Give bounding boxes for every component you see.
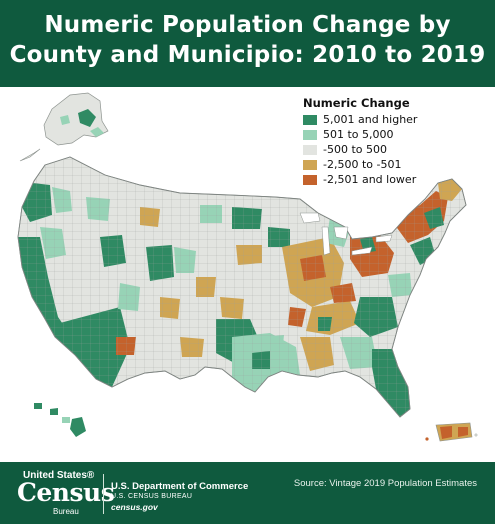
legend-swatch [303,144,317,155]
puerto-rico [425,422,478,442]
map-title: Numeric Population Change by County and … [0,10,495,70]
logo-top-text: United States® [23,470,95,481]
legend-item: -2,501 and lower [303,172,473,187]
legend-label: 501 to 5,000 [323,128,394,141]
title-line-2: County and Municipio: 2010 to 2019 [9,42,486,68]
source-note: Source: Vintage 2019 Population Estimate… [293,478,477,489]
department-info: U.S. Department of Commerce U.S. CENSUS … [111,481,248,513]
census-website-link[interactable]: census.gov [111,502,158,512]
hawaii [34,403,86,437]
legend-label: -2,501 and lower [323,173,417,186]
legend-swatch [303,174,317,185]
legend-title: Numeric Change [303,96,410,110]
title-banner: Numeric Population Change by County and … [0,0,495,87]
legend-swatch [303,129,317,140]
logo-wordmark: Census [17,478,115,507]
legend-swatch [303,159,317,170]
census-bureau-logo[interactable]: United States® Census Bureau [17,470,115,517]
alaska [19,92,109,162]
legend-swatch [303,114,317,125]
legend-item: 501 to 5,000 [303,127,473,142]
legend-item: -500 to 500 [303,142,473,157]
legend-label: -2,500 to -501 [323,158,402,171]
bureau-name: U.S. CENSUS BUREAU [111,493,193,500]
department-name: U.S. Department of Commerce [111,481,249,492]
map-area [0,87,495,462]
logo-sub-text: Bureau [53,507,79,516]
map-legend: Numeric Change 5,001 and higher 501 to 5… [303,96,473,187]
title-line-1: Numeric Population Change by [44,12,451,38]
legend-label: 5,001 and higher [323,113,418,126]
footer-banner [0,462,495,524]
contiguous-states [17,156,467,418]
legend-item: 5,001 and higher [303,112,473,127]
legend-label: -500 to 500 [323,143,387,156]
footer-divider [103,474,104,514]
legend-item: -2,500 to -501 [303,157,473,172]
us-county-map [17,92,478,442]
